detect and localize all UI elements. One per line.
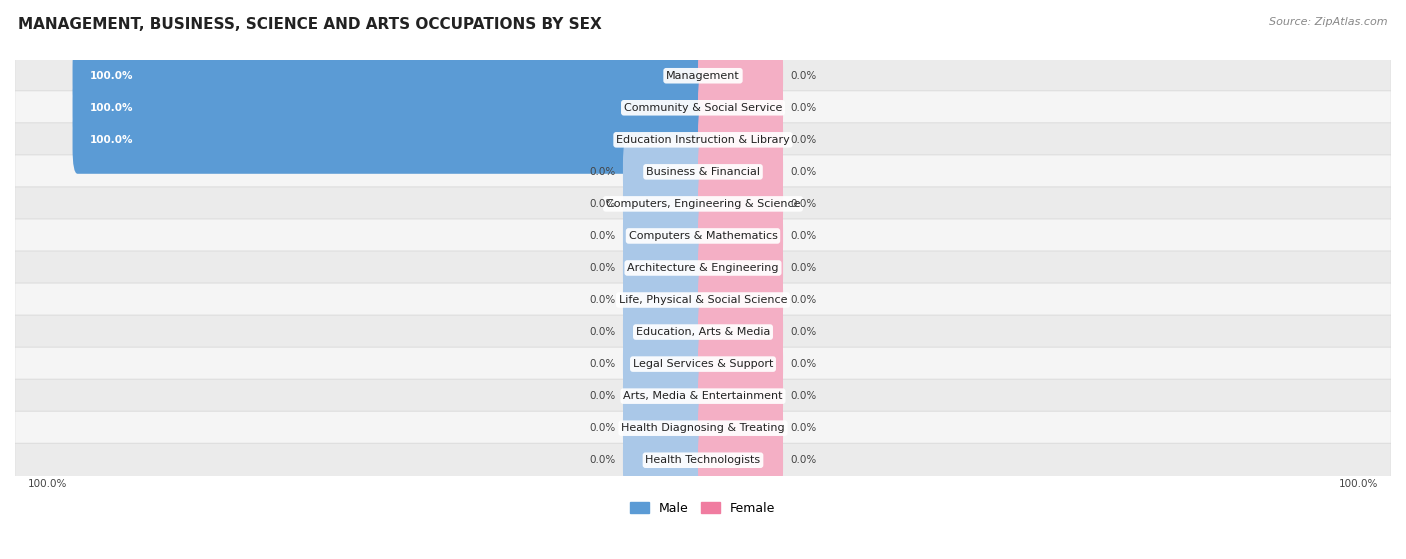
FancyBboxPatch shape (15, 347, 1391, 381)
FancyBboxPatch shape (697, 202, 783, 270)
FancyBboxPatch shape (697, 330, 783, 398)
Text: 0.0%: 0.0% (589, 359, 616, 369)
FancyBboxPatch shape (623, 234, 709, 302)
FancyBboxPatch shape (697, 266, 783, 334)
FancyBboxPatch shape (15, 411, 1391, 445)
FancyBboxPatch shape (697, 427, 783, 494)
FancyBboxPatch shape (623, 202, 709, 270)
Text: 100.0%: 100.0% (28, 479, 67, 489)
Text: 0.0%: 0.0% (589, 199, 616, 209)
Text: Business & Financial: Business & Financial (645, 167, 761, 177)
Text: 0.0%: 0.0% (790, 135, 817, 145)
Text: Health Diagnosing & Treating: Health Diagnosing & Treating (621, 423, 785, 433)
Text: Community & Social Service: Community & Social Service (624, 103, 782, 113)
FancyBboxPatch shape (697, 394, 783, 462)
FancyBboxPatch shape (15, 379, 1391, 413)
Text: Source: ZipAtlas.com: Source: ZipAtlas.com (1270, 17, 1388, 27)
FancyBboxPatch shape (623, 170, 709, 238)
Text: 100.0%: 100.0% (90, 103, 134, 113)
FancyBboxPatch shape (697, 298, 783, 366)
Text: Education, Arts & Media: Education, Arts & Media (636, 327, 770, 337)
FancyBboxPatch shape (73, 74, 709, 142)
Text: 0.0%: 0.0% (589, 295, 616, 305)
Text: Health Technologists: Health Technologists (645, 455, 761, 465)
FancyBboxPatch shape (623, 427, 709, 494)
Text: Computers, Engineering & Science: Computers, Engineering & Science (606, 199, 800, 209)
FancyBboxPatch shape (73, 42, 709, 110)
Text: 0.0%: 0.0% (589, 263, 616, 273)
FancyBboxPatch shape (697, 170, 783, 238)
FancyBboxPatch shape (623, 394, 709, 462)
FancyBboxPatch shape (15, 123, 1391, 157)
Text: 0.0%: 0.0% (790, 295, 817, 305)
FancyBboxPatch shape (73, 106, 709, 174)
Text: Management: Management (666, 71, 740, 80)
Text: 0.0%: 0.0% (790, 359, 817, 369)
Text: 100.0%: 100.0% (90, 135, 134, 145)
Text: 0.0%: 0.0% (589, 167, 616, 177)
Text: Computers & Mathematics: Computers & Mathematics (628, 231, 778, 241)
Text: 0.0%: 0.0% (790, 327, 817, 337)
Text: 0.0%: 0.0% (790, 423, 817, 433)
FancyBboxPatch shape (15, 59, 1391, 93)
Text: 0.0%: 0.0% (790, 103, 817, 113)
FancyBboxPatch shape (15, 187, 1391, 221)
Text: 0.0%: 0.0% (589, 391, 616, 401)
FancyBboxPatch shape (623, 266, 709, 334)
Text: Education Instruction & Library: Education Instruction & Library (616, 135, 790, 145)
Text: 0.0%: 0.0% (790, 71, 817, 80)
Text: 0.0%: 0.0% (790, 231, 817, 241)
Legend: Male, Female: Male, Female (626, 497, 780, 520)
Text: 100.0%: 100.0% (90, 71, 134, 80)
FancyBboxPatch shape (697, 106, 783, 174)
FancyBboxPatch shape (623, 138, 709, 206)
FancyBboxPatch shape (697, 138, 783, 206)
Text: 0.0%: 0.0% (589, 423, 616, 433)
FancyBboxPatch shape (697, 234, 783, 302)
Text: 0.0%: 0.0% (589, 231, 616, 241)
FancyBboxPatch shape (697, 42, 783, 110)
FancyBboxPatch shape (623, 330, 709, 398)
Text: 0.0%: 0.0% (790, 167, 817, 177)
FancyBboxPatch shape (15, 443, 1391, 477)
FancyBboxPatch shape (15, 91, 1391, 125)
Text: 0.0%: 0.0% (790, 455, 817, 465)
FancyBboxPatch shape (623, 362, 709, 430)
FancyBboxPatch shape (15, 251, 1391, 285)
Text: Arts, Media & Entertainment: Arts, Media & Entertainment (623, 391, 783, 401)
FancyBboxPatch shape (15, 315, 1391, 349)
Text: Life, Physical & Social Science: Life, Physical & Social Science (619, 295, 787, 305)
FancyBboxPatch shape (623, 298, 709, 366)
Text: 0.0%: 0.0% (790, 199, 817, 209)
FancyBboxPatch shape (15, 155, 1391, 189)
FancyBboxPatch shape (697, 74, 783, 142)
Text: MANAGEMENT, BUSINESS, SCIENCE AND ARTS OCCUPATIONS BY SEX: MANAGEMENT, BUSINESS, SCIENCE AND ARTS O… (18, 17, 602, 32)
FancyBboxPatch shape (15, 219, 1391, 253)
Text: 0.0%: 0.0% (589, 327, 616, 337)
FancyBboxPatch shape (15, 283, 1391, 317)
Text: 0.0%: 0.0% (589, 455, 616, 465)
Text: Architecture & Engineering: Architecture & Engineering (627, 263, 779, 273)
Text: Legal Services & Support: Legal Services & Support (633, 359, 773, 369)
Text: 0.0%: 0.0% (790, 263, 817, 273)
Text: 100.0%: 100.0% (1339, 479, 1378, 489)
Text: 0.0%: 0.0% (790, 391, 817, 401)
FancyBboxPatch shape (697, 362, 783, 430)
